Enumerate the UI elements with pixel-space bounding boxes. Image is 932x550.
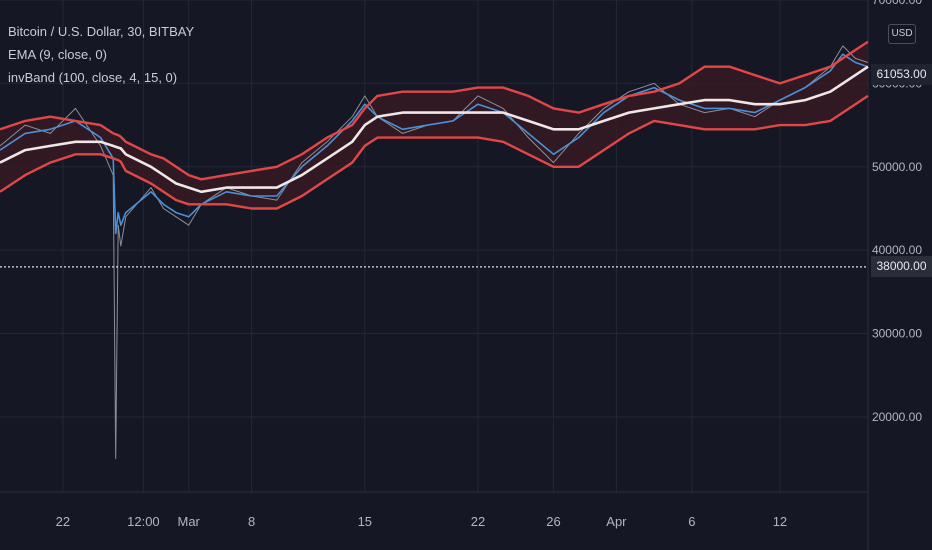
x-tick-label: 26 [546, 514, 560, 529]
band-lower-line [0, 94, 869, 210]
x-tick-label: 22 [56, 514, 70, 529]
band-fill [0, 41, 868, 209]
y-tick-label: 50000.00 [872, 160, 922, 174]
x-tick-label: Apr [606, 514, 627, 529]
y-tick-label: 40000.00 [872, 243, 922, 257]
x-tick-label: 22 [471, 514, 485, 529]
y-tick-label: 70000.00 [872, 0, 922, 7]
horizontal-line-label: 38000.00 [871, 256, 932, 278]
legend-ema[interactable]: EMA (9, close, 0) [8, 47, 107, 62]
y-tick-label: 20000.00 [872, 410, 922, 424]
band-middle-line [0, 65, 869, 194]
x-tick-label: 12:00 [127, 514, 160, 529]
ema-line [0, 53, 869, 235]
chart-legend: Bitcoin / U.S. Dollar, 30, BITBAY EMA (9… [8, 20, 194, 89]
x-tick-label: 12 [773, 514, 787, 529]
time-axis[interactable]: 22 12:00 Mar 8 15 22 26 Apr 6 12 [56, 514, 788, 529]
currency-unit-badge[interactable]: USD [888, 24, 916, 44]
x-tick-label: Mar [178, 514, 201, 529]
y-tick-label: 30000.00 [872, 327, 922, 341]
x-tick-label: 15 [358, 514, 372, 529]
x-tick-label: 6 [688, 514, 695, 529]
last-price-label: 61053.00 [871, 64, 932, 86]
band-upper-line [0, 40, 869, 181]
x-tick-label: 8 [248, 514, 255, 529]
legend-band[interactable]: invBand (100, close, 4, 15, 0) [8, 70, 178, 85]
legend-symbol[interactable]: Bitcoin / U.S. Dollar, 30, BITBAY [8, 24, 195, 39]
chart-grid [0, 0, 869, 550]
